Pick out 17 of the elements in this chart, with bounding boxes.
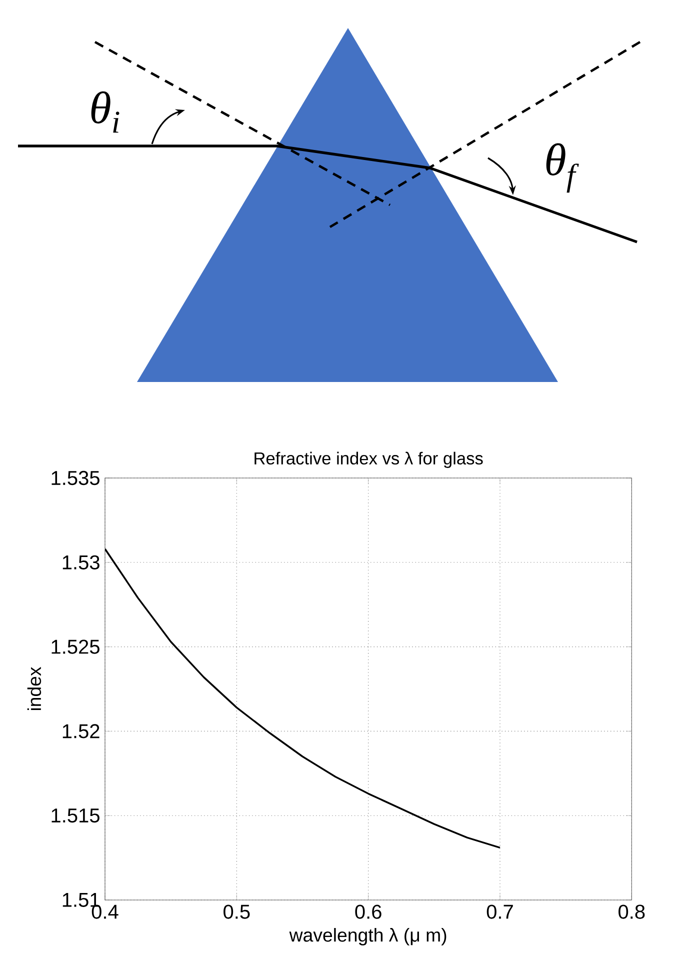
y-tick-label: 1.535 [52,470,100,486]
x-axis-title: wavelength λ (μ m) [289,928,446,946]
y-tick-label: 1.525 [52,640,100,654]
x-tick-label: 0.4 [92,904,118,919]
text: θ$_{i}$ [91,91,120,133]
line-series [105,548,501,849]
x-tick-label: 0.7 [486,904,513,919]
y-tick-label: 1.53 [62,555,100,570]
x-tick-label: 0.5 [224,904,250,919]
text: θ$_{f}$ [546,143,579,193]
y-tick-label: 1.515 [52,808,100,823]
x-tick-label: 0.8 [618,904,645,919]
x-tick-label: 0.6 [355,904,382,919]
y-tick-label: 1.52 [62,724,100,738]
y-axis-title: index [27,666,42,710]
y-tick-label: 1.51 [62,893,100,907]
chart-title: Refractive index vs λ for glass [254,452,483,468]
